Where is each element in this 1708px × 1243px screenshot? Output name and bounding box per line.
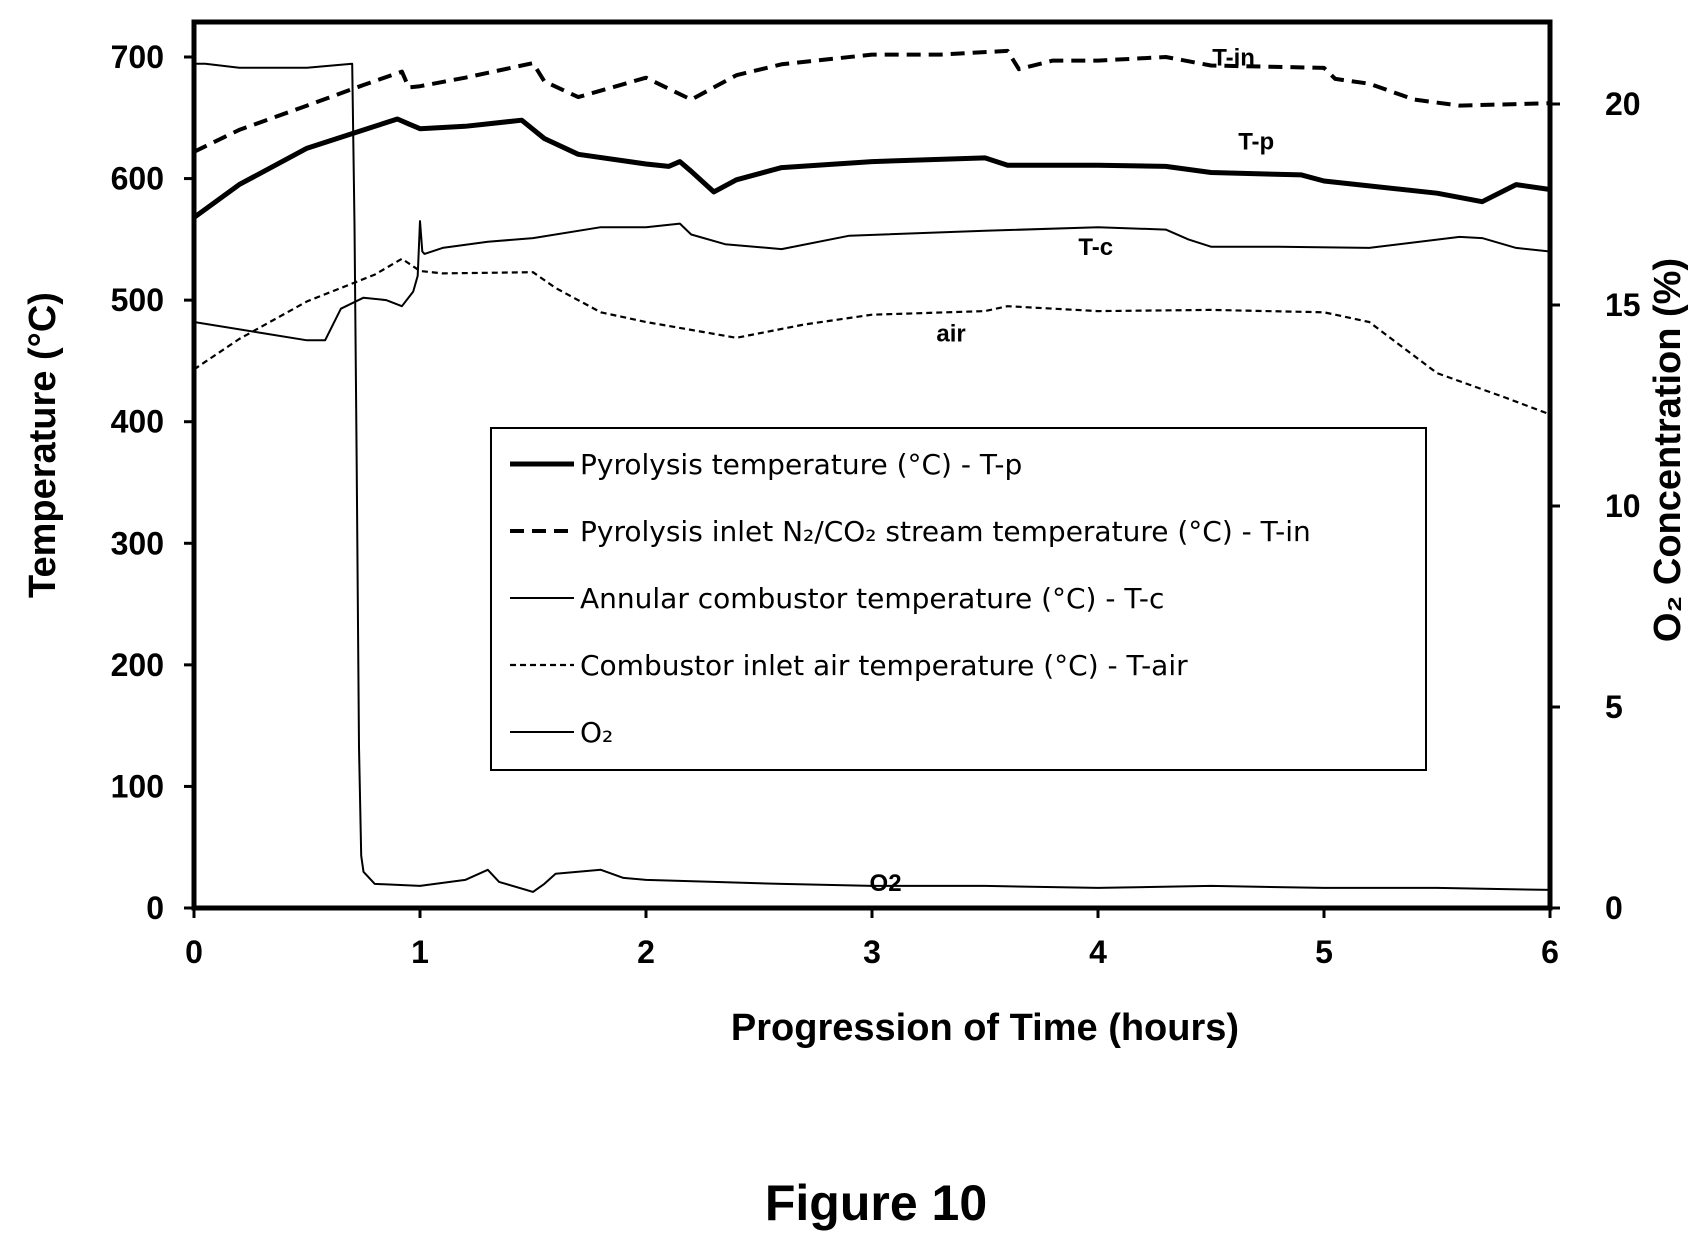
y-left-tick-label: 700	[111, 39, 164, 75]
curve-label: T-c	[1078, 234, 1113, 261]
x-tick-label: 6	[1541, 934, 1559, 970]
series-line-1	[192, 116, 1551, 220]
legend: Pyrolysis temperature (°C) - T-p Pyrolysi…	[490, 427, 1427, 771]
legend-label: Combustor inlet air temperature (°C) - T…	[580, 649, 1188, 682]
y-right-tick-label: 15	[1605, 287, 1641, 323]
curve-label: air	[936, 320, 965, 347]
y-right-tick-label: 0	[1605, 890, 1623, 926]
y-axis-left-title: Temperature (°C)	[22, 292, 64, 598]
y-left-tick-label: 200	[111, 647, 164, 683]
curve-label: O2	[870, 870, 902, 897]
legend-label: O₂	[580, 716, 613, 749]
y-left-tick-label: 300	[111, 525, 164, 561]
legend-label: Annular combustor temperature (°C) - T-c	[580, 582, 1164, 615]
y-left-tick-label: 400	[111, 404, 164, 440]
x-tick-label: 3	[863, 934, 881, 970]
y-left-tick-label: 600	[111, 161, 164, 197]
y-axis-right-title: O₂ Concentration (%)	[1647, 258, 1689, 642]
legend-box	[490, 427, 1427, 771]
x-tick-label: 1	[411, 934, 429, 970]
legend-label: Pyrolysis inlet N₂/CO₂ stream temperatur…	[580, 515, 1311, 548]
y-right-tick-label: 5	[1605, 689, 1623, 725]
x-tick-label: 2	[637, 934, 655, 970]
y-left-tick-label: 500	[111, 282, 164, 318]
curve-label: T-in	[1212, 45, 1255, 72]
y-right-tick-label: 20	[1605, 86, 1641, 122]
series-line-5	[194, 62, 1551, 893]
x-tick-label: 4	[1089, 934, 1107, 970]
x-tick-label: 5	[1315, 934, 1333, 970]
curve-label: T-p	[1238, 128, 1274, 155]
series-layer	[192, 48, 1551, 893]
curve-annotations: T-in T-p T-c air O2	[870, 45, 1275, 897]
y-left-tick-label: 0	[146, 890, 164, 926]
x-tick-label: 0	[185, 934, 203, 970]
legend-label: Pyrolysis temperature (°C) - T-p	[580, 448, 1022, 481]
series-line-4	[193, 257, 1551, 416]
x-axis-title: Progression of Time (hours)	[731, 1007, 1239, 1049]
axis-ticks: 0 1 2 3 4 5 6 0 100 200 300 400 500 600 700 0 5 10 15 20	[111, 39, 1641, 970]
series-line-2	[193, 48, 1551, 154]
figure-caption: Figure 10	[765, 1175, 987, 1231]
y-right-tick-label: 10	[1605, 488, 1641, 524]
y-left-tick-label: 100	[111, 768, 164, 804]
series-line-3	[193, 220, 1551, 342]
